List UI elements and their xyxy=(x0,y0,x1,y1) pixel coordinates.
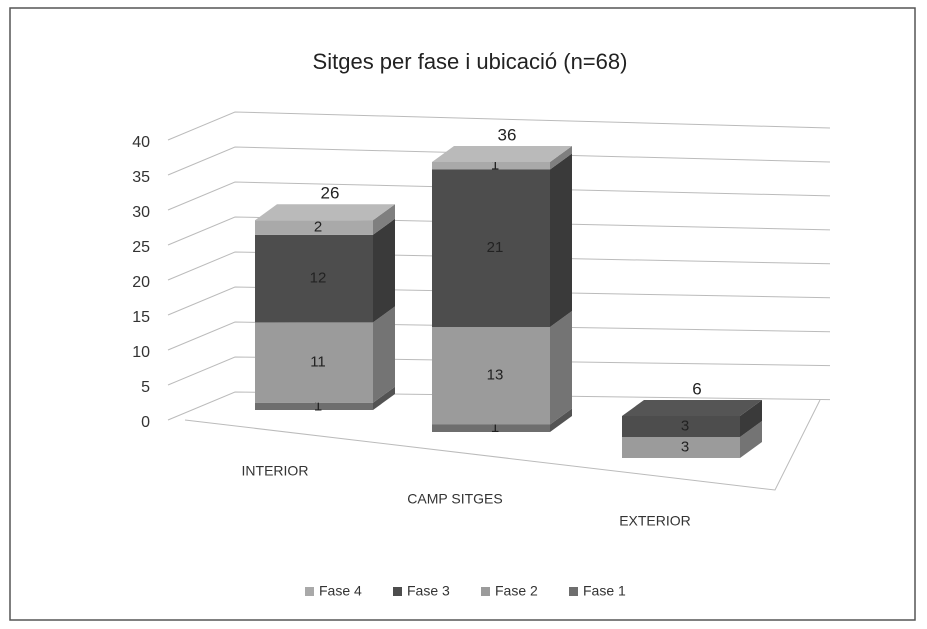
data-label: 21 xyxy=(487,239,504,256)
grid-line xyxy=(167,286,831,316)
bar-top xyxy=(255,204,395,221)
total-label: 36 xyxy=(498,125,517,144)
data-label: 3 xyxy=(681,417,689,434)
legend-swatch xyxy=(569,587,578,596)
legend-label: Fase 2 xyxy=(495,583,538,599)
bar-segment xyxy=(255,402,373,410)
bar-side xyxy=(550,311,572,425)
bar-side xyxy=(373,204,395,235)
grid-line xyxy=(167,321,831,351)
data-label: 1 xyxy=(491,419,499,436)
bar-side xyxy=(373,218,395,323)
floor xyxy=(184,399,821,491)
grid-line xyxy=(167,391,831,421)
x-tick-label: INTERIOR xyxy=(242,463,309,479)
bar-side xyxy=(550,153,572,327)
bar-top xyxy=(432,146,572,162)
legend-label: Fase 3 xyxy=(407,583,450,599)
bar-segment xyxy=(622,437,740,458)
legend-label: Fase 1 xyxy=(583,583,626,599)
grid-line xyxy=(167,251,831,281)
bar-segment xyxy=(432,327,550,425)
y-tick-label: 10 xyxy=(132,344,150,361)
grid-line xyxy=(167,356,831,386)
data-label: 2 xyxy=(314,218,322,235)
y-tick-label: 20 xyxy=(132,274,150,291)
legend-swatch xyxy=(481,587,490,596)
x-tick-label: EXTERIOR xyxy=(619,513,691,529)
bar-top xyxy=(622,400,762,416)
bar-side xyxy=(550,146,572,170)
bar-segment xyxy=(622,416,740,437)
bar-side xyxy=(740,400,762,437)
data-label: 3 xyxy=(681,438,689,455)
y-tick-label: 25 xyxy=(132,239,150,256)
bar-side xyxy=(550,408,572,432)
bar-segment xyxy=(432,424,550,432)
bar-side xyxy=(373,306,395,403)
bar-segment xyxy=(255,322,373,403)
bar-segment xyxy=(432,169,550,327)
bar-segment xyxy=(432,162,550,170)
legend-swatch xyxy=(393,587,402,596)
y-tick-label: 15 xyxy=(132,309,150,326)
grid-line xyxy=(167,216,831,246)
data-label: 1 xyxy=(491,157,499,174)
grid-line xyxy=(167,181,831,211)
legend-label: Fase 4 xyxy=(319,583,362,599)
grid-line xyxy=(167,111,831,141)
grid-line xyxy=(167,146,831,176)
y-tick-label: 5 xyxy=(141,379,150,396)
y-tick-label: 40 xyxy=(132,134,150,151)
data-label: 11 xyxy=(310,354,326,371)
data-label: 12 xyxy=(310,270,327,287)
bar-segment xyxy=(255,220,373,235)
legend-swatch xyxy=(305,587,314,596)
bar-side xyxy=(373,386,395,410)
y-tick-label: 35 xyxy=(132,169,150,186)
x-tick-label: CAMP SITGES xyxy=(407,491,502,507)
y-tick-label: 0 xyxy=(141,414,150,431)
y-tick-label: 30 xyxy=(132,204,150,221)
bar-side xyxy=(740,421,762,458)
chart-title: Sitges per fase i ubicació (n=68) xyxy=(313,49,628,74)
data-label: 1 xyxy=(314,397,322,414)
bar-segment xyxy=(255,234,373,323)
total-label: 26 xyxy=(321,184,340,203)
total-label: 6 xyxy=(692,379,701,398)
data-label: 13 xyxy=(487,367,504,384)
